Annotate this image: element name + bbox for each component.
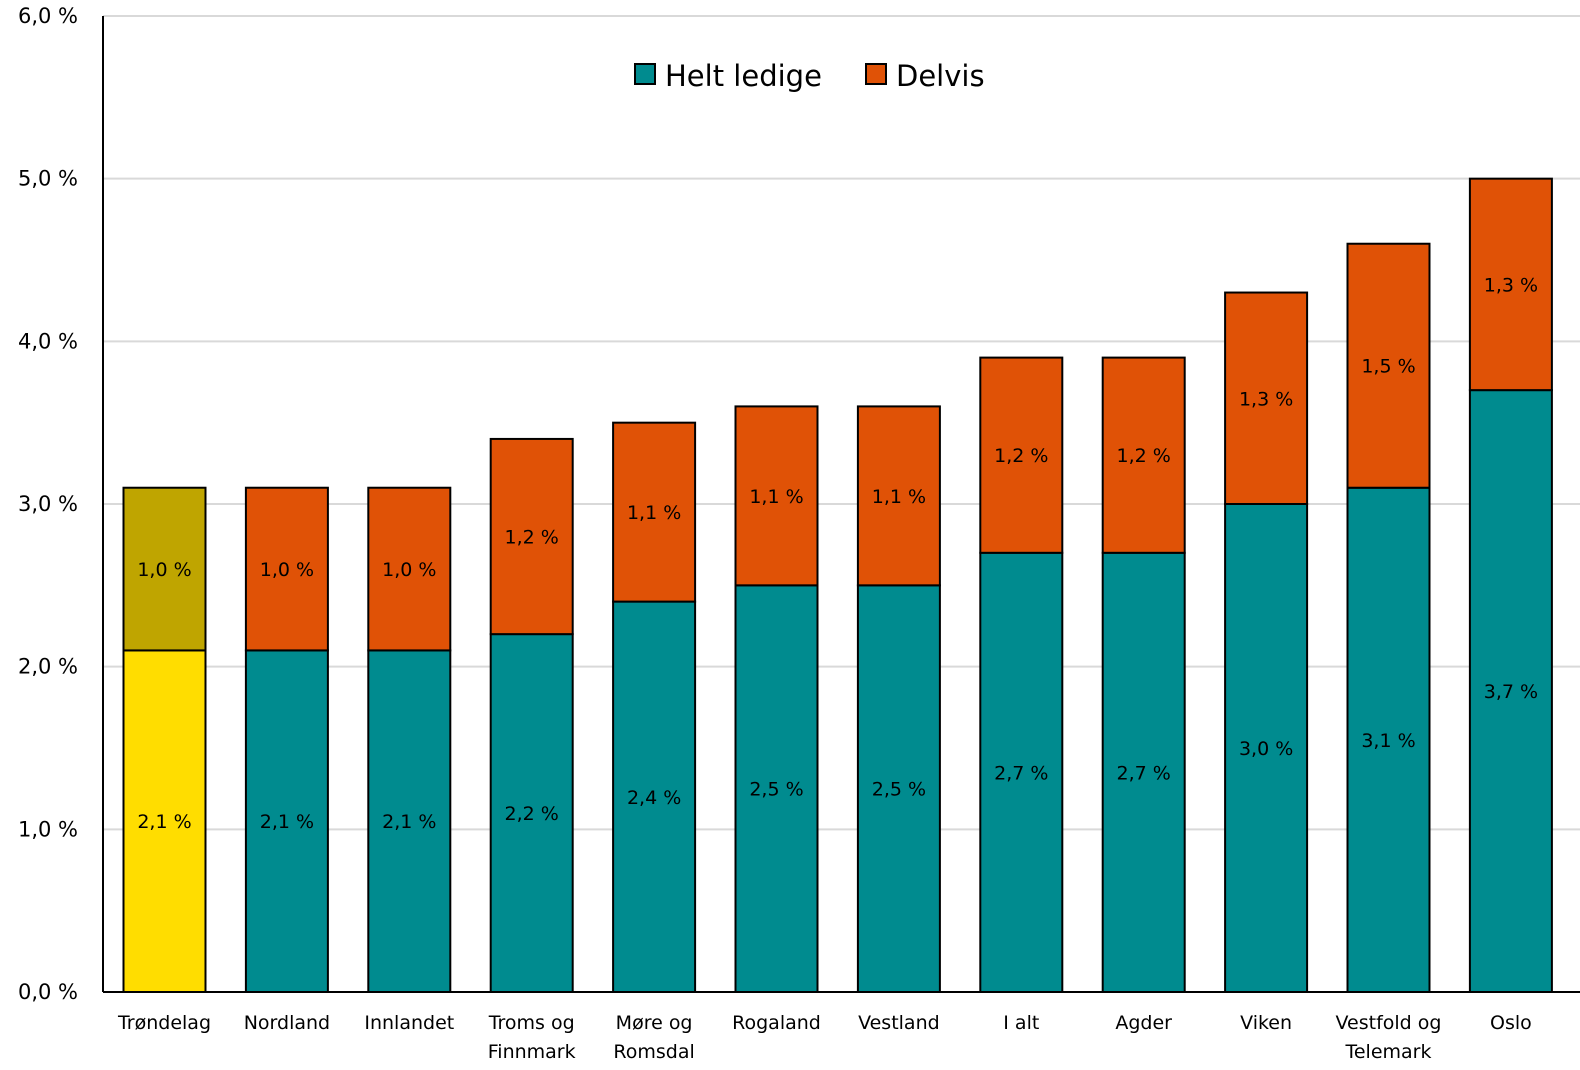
- data-label: 1,1 %: [749, 486, 803, 508]
- legend-swatch: [634, 63, 656, 85]
- x-category-label: Oslo: [1490, 1012, 1532, 1034]
- data-label: 1,0 %: [382, 559, 436, 581]
- bar-segment-helt-ledige: [1224, 503, 1309, 993]
- y-axis-tick-labels: 0,0 % 1,0 % 2,0 % 3,0 % 4,0 % 5,0 % 6,0 %: [18, 4, 78, 1004]
- bar-segment-helt-ledige: [856, 584, 941, 993]
- axes: [102, 16, 1580, 993]
- data-label: 1,2 %: [505, 527, 559, 549]
- gridlines: [103, 15, 1580, 831]
- x-category-label: Rogaland: [732, 1012, 821, 1034]
- bar-segment-delvis: [1224, 291, 1309, 505]
- x-category-label: Møre og: [616, 1012, 693, 1034]
- bar-segment-delvis: [1468, 177, 1553, 392]
- bar-segment-delvis: [734, 405, 819, 587]
- bar-segment-delvis: [979, 356, 1064, 554]
- bar-segment-delvis: [122, 486, 207, 652]
- bar-segment-delvis: [612, 421, 697, 603]
- data-label: 3,0 %: [1239, 738, 1293, 760]
- y-tick-label: 1,0 %: [18, 817, 78, 841]
- data-label: 3,7 %: [1484, 681, 1538, 703]
- bar-segment-delvis: [489, 437, 574, 636]
- data-label: 2,1 %: [137, 811, 191, 833]
- x-category-label: Finnmark: [488, 1041, 576, 1063]
- data-label: 2,5 %: [749, 779, 803, 801]
- y-tick-label: 5,0 %: [18, 167, 78, 191]
- x-category-label: Innlandet: [364, 1012, 454, 1034]
- x-category-label: Nordland: [244, 1012, 330, 1034]
- legend-label: Helt ledige: [665, 59, 822, 93]
- x-category-label: Vestfold og: [1336, 1012, 1442, 1034]
- x-category-label: Romsdal: [613, 1041, 694, 1063]
- data-label: 3,1 %: [1361, 730, 1415, 752]
- data-label: 1,1 %: [627, 502, 681, 524]
- x-category-label: I alt: [1003, 1012, 1039, 1034]
- legend-swatch: [865, 63, 887, 85]
- data-label: 1,2 %: [1117, 445, 1171, 467]
- x-category-label: Telemark: [1344, 1041, 1431, 1063]
- data-label: 1,5 %: [1361, 356, 1415, 378]
- x-category-label: Trøndelag: [117, 1012, 211, 1034]
- x-axis-category-labels: Trøndelag Nordland Innlandet Troms og Finnma…: [117, 1012, 1532, 1063]
- bar-segment-helt-ledige: [489, 633, 574, 994]
- y-tick-label: 3,0 %: [18, 492, 78, 516]
- bar-segment-delvis: [1346, 242, 1431, 489]
- data-label: 1,3 %: [1239, 388, 1293, 410]
- data-label: 1,0 %: [260, 559, 314, 581]
- bars: 2,1 % 1,0 % 2,1 % 1,0 % 2,1 % 1,0 % 2,2 % 1,2 %…: [122, 177, 1553, 994]
- bar-segment-delvis: [244, 486, 329, 652]
- data-label: 2,1 %: [382, 811, 436, 833]
- legend-label: Delvis: [896, 59, 985, 93]
- bar-segment-helt-ledige: [244, 649, 329, 994]
- bar-segment-delvis: [1101, 356, 1186, 554]
- y-tick-label: 4,0 %: [18, 329, 78, 353]
- x-category-label: Troms og: [488, 1012, 575, 1034]
- bar-segment-delvis: [367, 486, 452, 652]
- data-label: 1,2 %: [994, 445, 1048, 467]
- y-tick-label: 2,0 %: [18, 655, 78, 679]
- bar-segment-helt-ledige: [979, 551, 1064, 993]
- x-category-label: Agder: [1115, 1012, 1172, 1034]
- data-label: 2,7 %: [1117, 762, 1171, 784]
- data-label: 2,7 %: [994, 762, 1048, 784]
- legend: Helt ledige Delvis: [634, 59, 985, 93]
- data-label: 1,0 %: [137, 559, 191, 581]
- bar-segment-helt-ledige: [367, 649, 452, 994]
- x-category-label: Viken: [1240, 1012, 1292, 1034]
- bar-segment-helt-ledige: [1468, 389, 1553, 993]
- bar-segment-delvis: [856, 405, 941, 587]
- data-label: 1,1 %: [872, 486, 926, 508]
- bar-segment-helt-ledige: [1346, 486, 1431, 993]
- data-label: 2,1 %: [260, 811, 314, 833]
- data-label: 2,5 %: [872, 779, 926, 801]
- bar-segment-helt-ledige: [734, 584, 819, 993]
- y-tick-label: 6,0 %: [18, 4, 78, 28]
- data-label: 1,3 %: [1484, 274, 1538, 296]
- data-label: 2,4 %: [627, 787, 681, 809]
- bar-segment-helt-ledige: [1101, 551, 1186, 993]
- data-label: 2,2 %: [505, 803, 559, 825]
- y-tick-label: 0,0 %: [18, 980, 78, 1004]
- x-category-label: Vestland: [858, 1012, 940, 1034]
